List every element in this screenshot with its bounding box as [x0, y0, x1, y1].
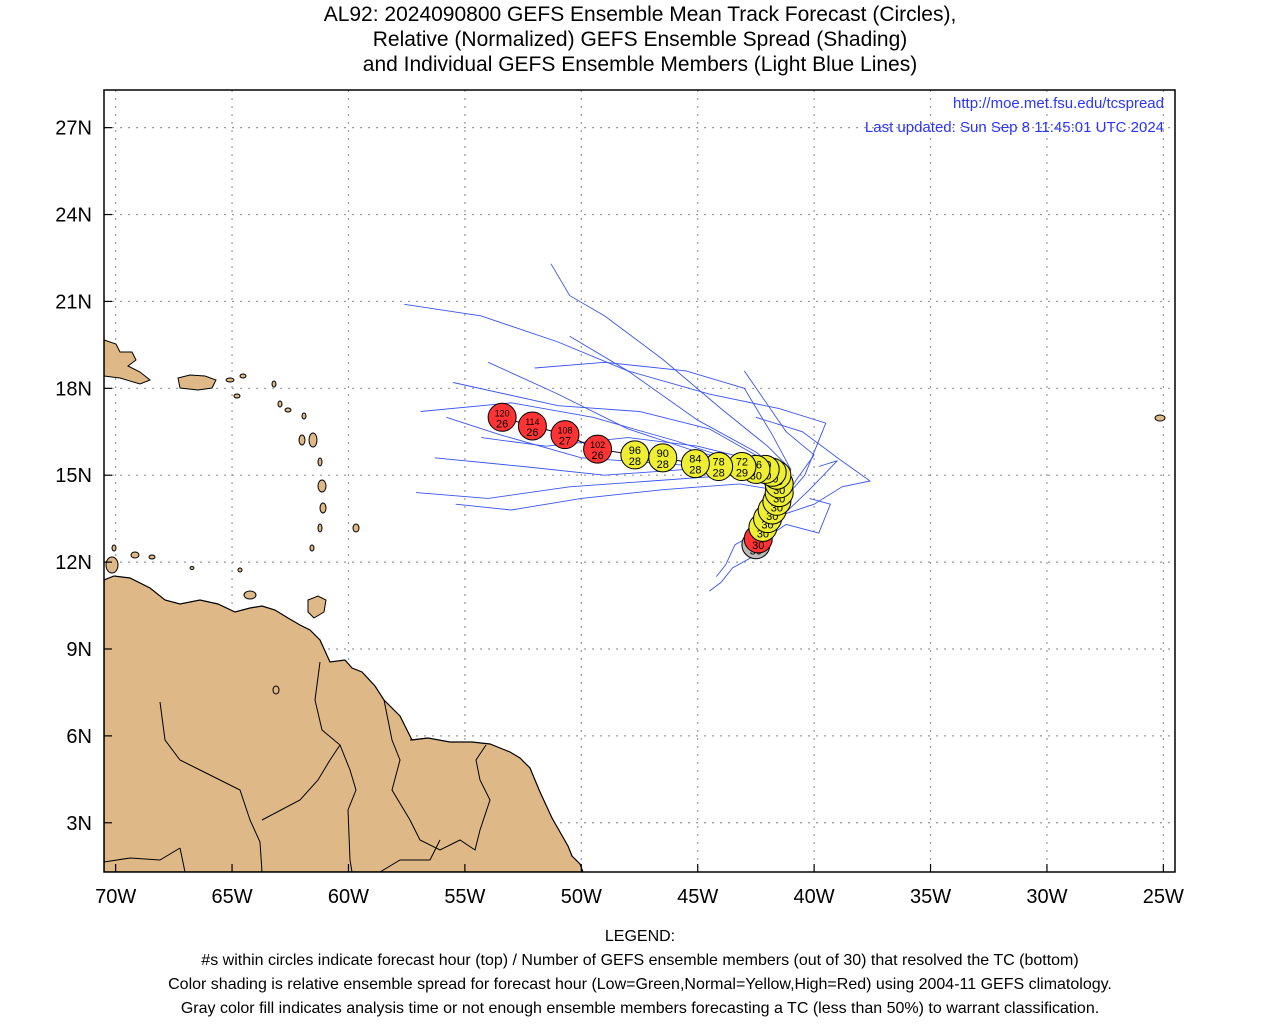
border-lines	[104, 661, 491, 872]
member-count: 26	[591, 450, 603, 462]
credit-updated: Last updated: Sun Sep 8 11:45:01 UTC 202…	[865, 119, 1164, 136]
member-count: 28	[657, 459, 669, 471]
legend-line-1: #s within circles indicate forecast hour…	[201, 952, 1079, 969]
spread-circle	[487, 402, 517, 432]
member-count: 28	[713, 468, 725, 480]
landmasses	[104, 339, 1166, 872]
lon-label: 55W	[444, 886, 485, 908]
lat-label: 18N	[55, 378, 92, 400]
member-count: 26	[496, 418, 508, 430]
lat-label: 15N	[55, 465, 92, 487]
forecast-hour: 78	[713, 457, 725, 469]
forecast-hour: 114	[525, 417, 539, 427]
lon-label: 30W	[1026, 886, 1067, 908]
title-line-3: and Individual GEFS Ensemble Members (Li…	[362, 53, 918, 76]
member-count: 26	[526, 427, 538, 439]
lat-label: 21N	[55, 291, 92, 313]
lon-label: 35W	[910, 886, 951, 908]
spread-circle	[583, 434, 613, 464]
lesser-antilles	[105, 373, 1166, 695]
forecast-hour: 96	[629, 445, 641, 457]
spread-circle	[620, 440, 650, 470]
forecast-hour: 120	[495, 408, 510, 418]
lat-label: 6N	[66, 726, 92, 748]
lat-label: 3N	[66, 813, 92, 835]
land-south-america	[104, 575, 584, 872]
credit-url[interactable]: http://moe.met.fsu.edu/tcspread	[953, 95, 1164, 112]
forecast-hour: 72	[736, 457, 748, 469]
member-count: 28	[689, 465, 701, 477]
lat-label: 12N	[55, 552, 92, 574]
map-panel: 0306301230183024303030363042304830543060…	[55, 89, 1184, 908]
forecast-hour: 90	[657, 448, 669, 460]
spread-circle	[550, 420, 580, 450]
member-count: 30	[771, 502, 783, 514]
legend-line-3: Gray color fill indicates analysis time …	[180, 1000, 1100, 1017]
axis-ticks	[104, 127, 1164, 872]
member-count: 28	[629, 456, 641, 468]
lon-label: 25W	[1143, 886, 1184, 908]
land-trinidad	[307, 595, 327, 619]
forecast-hour: 108	[557, 426, 572, 436]
mean-track: 0306301230183024303030363042304830543060…	[487, 402, 794, 560]
longitude-labels: 70W 65W 60W 55W 50W 45W 40W 35W 30W 25W	[95, 886, 1184, 908]
latitude-labels: 3N 6N 9N 12N 15N 18N 21N 24N 27N	[55, 118, 92, 835]
lon-label: 40W	[794, 886, 835, 908]
lon-label: 70W	[95, 886, 136, 908]
lon-label: 50W	[561, 886, 602, 908]
lon-label: 45W	[677, 886, 718, 908]
land-hispaniola	[104, 339, 151, 385]
title-line-2: Relative (Normalized) GEFS Ensemble Spre…	[372, 28, 908, 51]
land-puerto-rico	[177, 374, 217, 391]
legend-line-2: Color shading is relative ensemble sprea…	[168, 976, 1112, 993]
lat-label: 24N	[55, 205, 92, 227]
lon-label: 65W	[211, 886, 252, 908]
lat-label: 9N	[66, 639, 92, 661]
member-count: 30	[752, 540, 764, 552]
map-frame	[103, 89, 1176, 873]
forecast-hour: 102	[590, 440, 605, 450]
legend: LEGEND: #s within circles indicate forec…	[0, 925, 1280, 1021]
spread-circle	[680, 449, 710, 479]
lat-label: 27N	[55, 118, 92, 140]
legend-heading: LEGEND:	[604, 928, 676, 945]
forecast-hour: 84	[689, 454, 701, 466]
member-count: 27	[559, 436, 571, 448]
chart-title: AL92: 2024090800 GEFS Ensemble Mean Trac…	[0, 2, 1280, 77]
member-count: 29	[736, 468, 748, 480]
title-line-1: AL92: 2024090800 GEFS Ensemble Mean Trac…	[323, 3, 957, 26]
spread-circle	[517, 411, 547, 441]
lon-label: 60W	[328, 886, 369, 908]
